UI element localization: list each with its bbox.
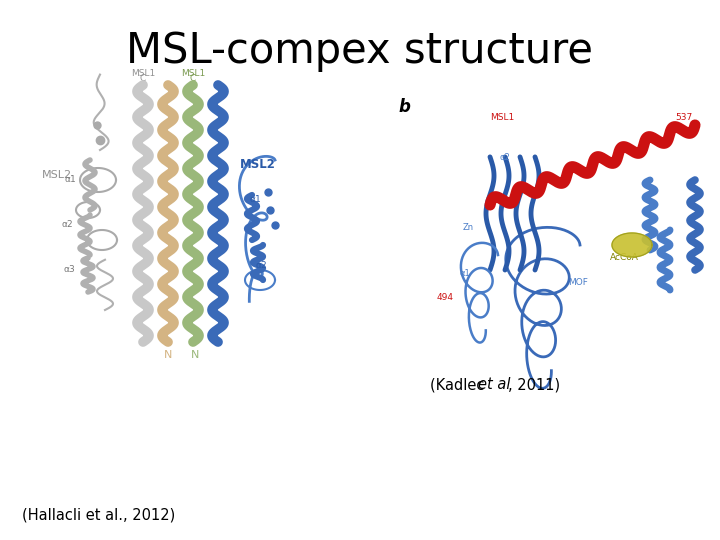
- Text: MSL2: MSL2: [42, 170, 72, 180]
- Text: AcCoA: AcCoA: [610, 253, 639, 262]
- Text: α3: α3: [63, 265, 75, 274]
- Text: MSL1: MSL1: [181, 69, 205, 78]
- Text: , 2011): , 2011): [508, 377, 560, 392]
- Text: α2: α2: [499, 153, 510, 162]
- Text: MOF: MOF: [568, 278, 588, 287]
- Text: MSL-compex structure: MSL-compex structure: [127, 30, 593, 72]
- Text: α2: α2: [256, 261, 268, 270]
- Text: α1: α1: [250, 195, 262, 204]
- Text: α1: α1: [64, 175, 76, 184]
- Text: MSL1: MSL1: [490, 113, 514, 122]
- Text: α1: α1: [460, 269, 471, 278]
- Polygon shape: [612, 233, 652, 257]
- Text: MSL2: MSL2: [240, 159, 276, 172]
- Text: 494: 494: [437, 293, 454, 302]
- Text: β4: β4: [484, 198, 495, 207]
- Text: b: b: [398, 98, 410, 116]
- Text: N: N: [191, 350, 199, 360]
- Text: Zn: Zn: [463, 223, 474, 232]
- Text: C: C: [190, 74, 196, 83]
- Text: (Kadlec: (Kadlec: [430, 377, 489, 392]
- Text: et al: et al: [478, 377, 510, 392]
- Text: (Hallacli et al., 2012): (Hallacli et al., 2012): [22, 507, 175, 522]
- Text: N: N: [164, 350, 172, 360]
- Text: C: C: [140, 74, 146, 83]
- Text: MSL1: MSL1: [131, 69, 155, 78]
- Text: 537: 537: [676, 113, 693, 122]
- Text: α2: α2: [61, 220, 73, 229]
